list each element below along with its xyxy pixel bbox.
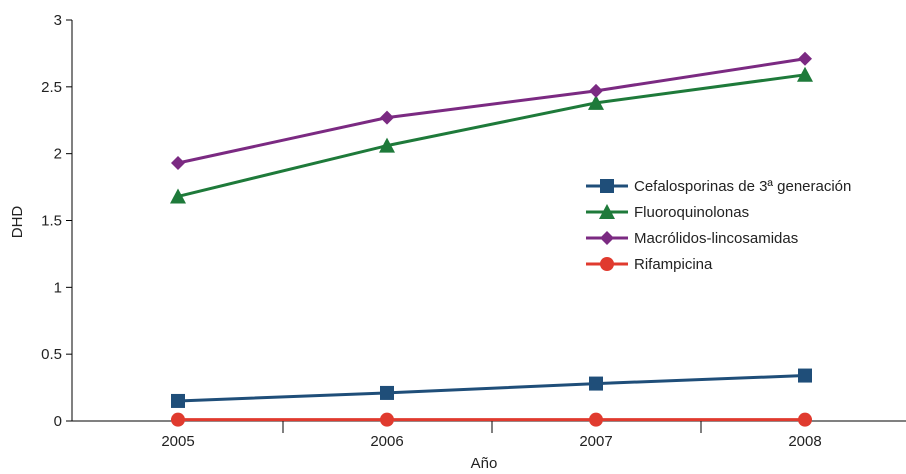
legend-marker <box>600 179 614 193</box>
x-axis-title: Año <box>471 455 498 472</box>
legend-item: Rifampicina <box>586 256 713 273</box>
legend-marker <box>600 231 614 245</box>
data-point <box>797 66 813 82</box>
series-2 <box>170 66 813 204</box>
data-point <box>380 412 394 427</box>
data-point <box>379 137 395 153</box>
y-tick-label: 3 <box>54 12 62 29</box>
data-point <box>170 188 186 204</box>
series-line <box>177 374 806 403</box>
x-tick-label: 2005 <box>161 433 194 450</box>
y-tick-label: 1 <box>54 279 62 296</box>
data-point <box>798 412 812 427</box>
legend-label: Rifampicina <box>634 256 713 273</box>
x-tick-label: 2008 <box>788 433 821 450</box>
y-tick-label: 0.5 <box>41 346 62 363</box>
y-axis-title: DHD <box>9 206 26 239</box>
data-point <box>798 368 812 383</box>
legend-marker <box>599 204 615 219</box>
data-point <box>171 393 185 408</box>
y-tick-label: 1.5 <box>41 213 62 230</box>
legend-label: Fluoroquinolonas <box>634 204 749 221</box>
data-point <box>589 376 603 391</box>
series-3 <box>171 51 812 171</box>
data-point <box>589 83 603 98</box>
series-line <box>177 57 806 165</box>
y-tick-label: 0 <box>54 413 62 430</box>
legend-item: Fluoroquinolonas <box>586 204 749 221</box>
legend-label: Cefalosporinas de 3ª generación <box>634 178 851 195</box>
data-point <box>380 110 394 125</box>
series-layer <box>170 51 813 427</box>
data-point <box>588 94 604 110</box>
data-point <box>171 156 185 171</box>
series-line <box>177 73 806 198</box>
legend: Cefalosporinas de 3ª generación Fluoroqui… <box>586 178 851 273</box>
y-tick-label: 2.5 <box>41 79 62 96</box>
data-point <box>380 385 394 400</box>
series-1 <box>171 368 812 408</box>
data-point <box>589 412 603 427</box>
data-point <box>171 412 185 427</box>
legend-item: Cefalosporinas de 3ª generación <box>586 178 851 195</box>
series-4 <box>171 412 812 427</box>
data-point <box>798 51 812 66</box>
x-tick-label: 2007 <box>579 433 612 450</box>
legend-item: Macrólidos-lincosamidas <box>586 230 798 247</box>
x-tick-label: 2006 <box>370 433 403 450</box>
legend-label: Macrólidos-lincosamidas <box>634 230 798 247</box>
y-tick-label: 2 <box>54 146 62 163</box>
legend-marker <box>600 257 614 271</box>
